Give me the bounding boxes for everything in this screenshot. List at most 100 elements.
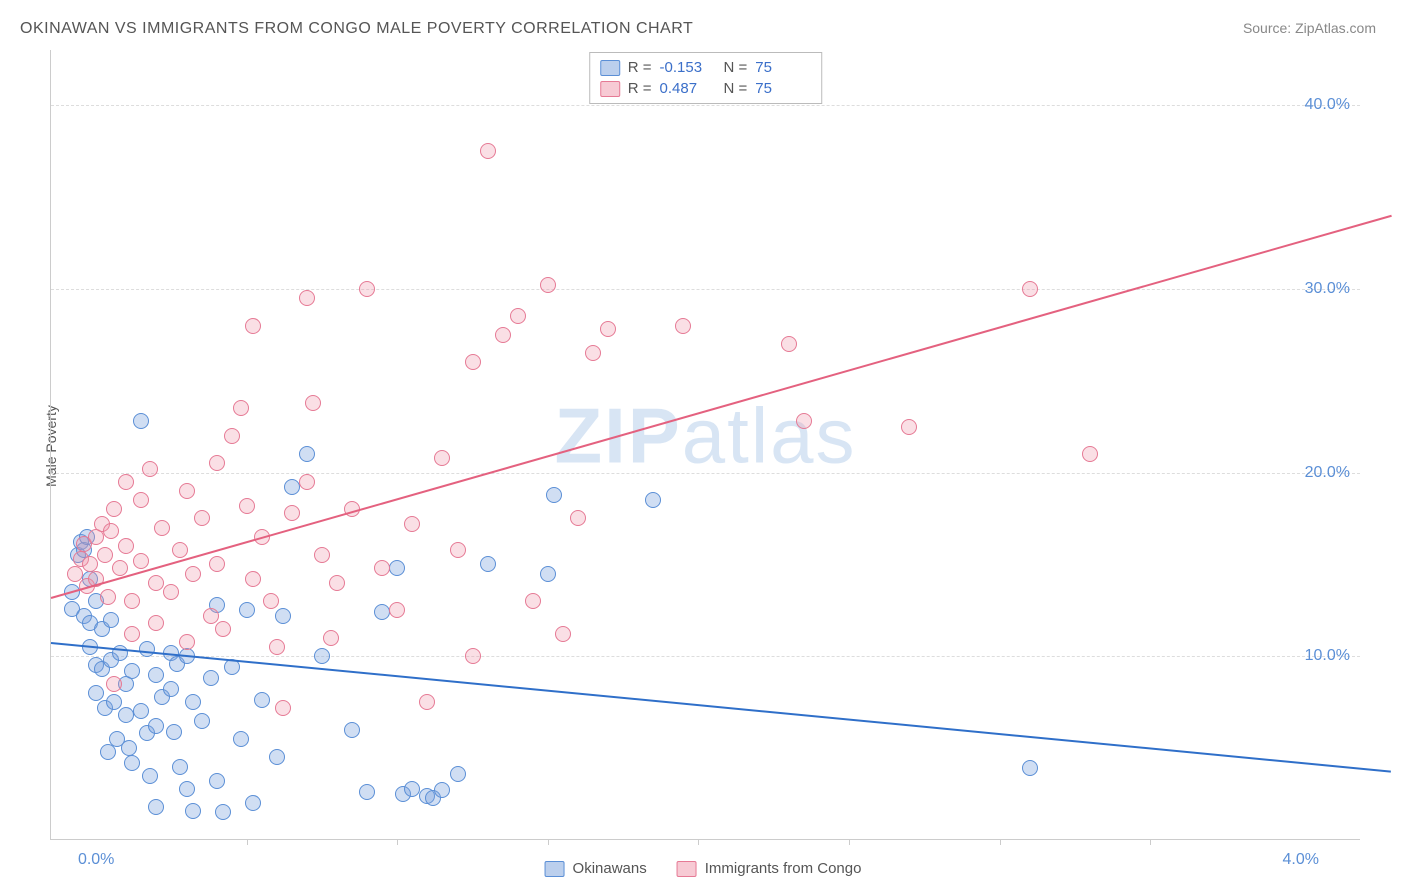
scatter-point-blue (142, 768, 158, 784)
scatter-point-blue (275, 608, 291, 624)
stats-row: R = 0.487 N = 75 (600, 78, 812, 99)
r-value: -0.153 (660, 59, 716, 76)
x-tick-minor (698, 839, 699, 845)
scatter-point-pink (555, 626, 571, 642)
scatter-point-blue (546, 487, 562, 503)
y-tick-label: 40.0% (1305, 96, 1350, 114)
scatter-point-pink (359, 281, 375, 297)
trend-line-pink (51, 215, 1392, 599)
chart-container: OKINAWAN VS IMMIGRANTS FROM CONGO MALE P… (0, 0, 1406, 892)
scatter-point-pink (540, 277, 556, 293)
scatter-point-pink (106, 676, 122, 692)
scatter-point-blue (215, 804, 231, 820)
scatter-point-pink (465, 648, 481, 664)
scatter-point-blue (389, 560, 405, 576)
scatter-point-pink (480, 143, 496, 159)
scatter-point-pink (133, 553, 149, 569)
n-value: 75 (755, 59, 811, 76)
scatter-point-blue (239, 602, 255, 618)
source-attribution: Source: ZipAtlas.com (1243, 20, 1376, 36)
source-link[interactable]: ZipAtlas.com (1295, 20, 1376, 36)
scatter-point-blue (124, 663, 140, 679)
gridline-h (51, 105, 1360, 106)
blue-swatch-icon (545, 861, 565, 877)
plot-area: ZIPatlas R = -0.153 N = 75 R = 0.487 N =… (50, 50, 1360, 840)
scatter-point-blue (299, 446, 315, 462)
correlation-stats-box: R = -0.153 N = 75 R = 0.487 N = 75 (589, 52, 823, 104)
scatter-point-pink (269, 639, 285, 655)
x-tick-label: 0.0% (78, 851, 114, 869)
scatter-point-pink (133, 492, 149, 508)
scatter-point-blue (124, 755, 140, 771)
scatter-point-pink (239, 498, 255, 514)
scatter-point-pink (1022, 281, 1038, 297)
legend-label: Immigrants from Congo (705, 860, 862, 877)
x-tick-minor (397, 839, 398, 845)
series-legend: Okinawans Immigrants from Congo (545, 860, 862, 877)
n-value: 75 (755, 80, 811, 97)
scatter-point-pink (124, 593, 140, 609)
scatter-point-blue (344, 722, 360, 738)
scatter-point-pink (163, 584, 179, 600)
watermark-light: atlas (682, 391, 857, 479)
scatter-point-blue (254, 692, 270, 708)
scatter-point-pink (600, 321, 616, 337)
scatter-point-blue (245, 795, 261, 811)
scatter-point-blue (133, 413, 149, 429)
scatter-point-blue (172, 759, 188, 775)
scatter-point-pink (194, 510, 210, 526)
scatter-point-pink (142, 461, 158, 477)
gridline-h (51, 289, 1360, 290)
scatter-point-blue (194, 713, 210, 729)
legend-label: Okinawans (573, 860, 647, 877)
blue-swatch-icon (600, 60, 620, 76)
n-label: N = (724, 80, 748, 97)
watermark: ZIPatlas (554, 390, 856, 481)
scatter-point-blue (434, 782, 450, 798)
r-value: 0.487 (660, 80, 716, 97)
source-prefix: Source: (1243, 20, 1295, 36)
scatter-point-pink (323, 630, 339, 646)
r-label: R = (628, 59, 652, 76)
scatter-point-pink (67, 566, 83, 582)
scatter-point-blue (233, 731, 249, 747)
scatter-point-pink (245, 571, 261, 587)
scatter-point-pink (404, 516, 420, 532)
scatter-point-pink (172, 542, 188, 558)
x-tick-minor (247, 839, 248, 845)
pink-swatch-icon (677, 861, 697, 877)
scatter-point-blue (148, 667, 164, 683)
scatter-point-pink (124, 626, 140, 642)
scatter-point-blue (148, 718, 164, 734)
n-label: N = (724, 59, 748, 76)
scatter-point-pink (179, 634, 195, 650)
y-tick-label: 30.0% (1305, 280, 1350, 298)
scatter-point-pink (209, 455, 225, 471)
x-tick-minor (548, 839, 549, 845)
x-tick-minor (1000, 839, 1001, 845)
x-tick-minor (849, 839, 850, 845)
scatter-point-pink (97, 547, 113, 563)
scatter-point-pink (389, 602, 405, 618)
scatter-point-blue (450, 766, 466, 782)
scatter-point-pink (233, 400, 249, 416)
scatter-point-blue (133, 703, 149, 719)
scatter-point-blue (269, 749, 285, 765)
scatter-point-pink (781, 336, 797, 352)
scatter-point-blue (203, 670, 219, 686)
scatter-point-pink (585, 345, 601, 361)
legend-item: Okinawans (545, 860, 647, 877)
scatter-point-blue (284, 479, 300, 495)
scatter-point-blue (314, 648, 330, 664)
scatter-point-pink (209, 556, 225, 572)
stats-row: R = -0.153 N = 75 (600, 57, 812, 78)
scatter-point-blue (112, 645, 128, 661)
scatter-point-pink (450, 542, 466, 558)
scatter-point-pink (329, 575, 345, 591)
scatter-point-pink (901, 419, 917, 435)
scatter-point-blue (88, 685, 104, 701)
x-tick-minor (1150, 839, 1151, 845)
scatter-point-pink (796, 413, 812, 429)
scatter-point-pink (299, 474, 315, 490)
scatter-point-pink (215, 621, 231, 637)
